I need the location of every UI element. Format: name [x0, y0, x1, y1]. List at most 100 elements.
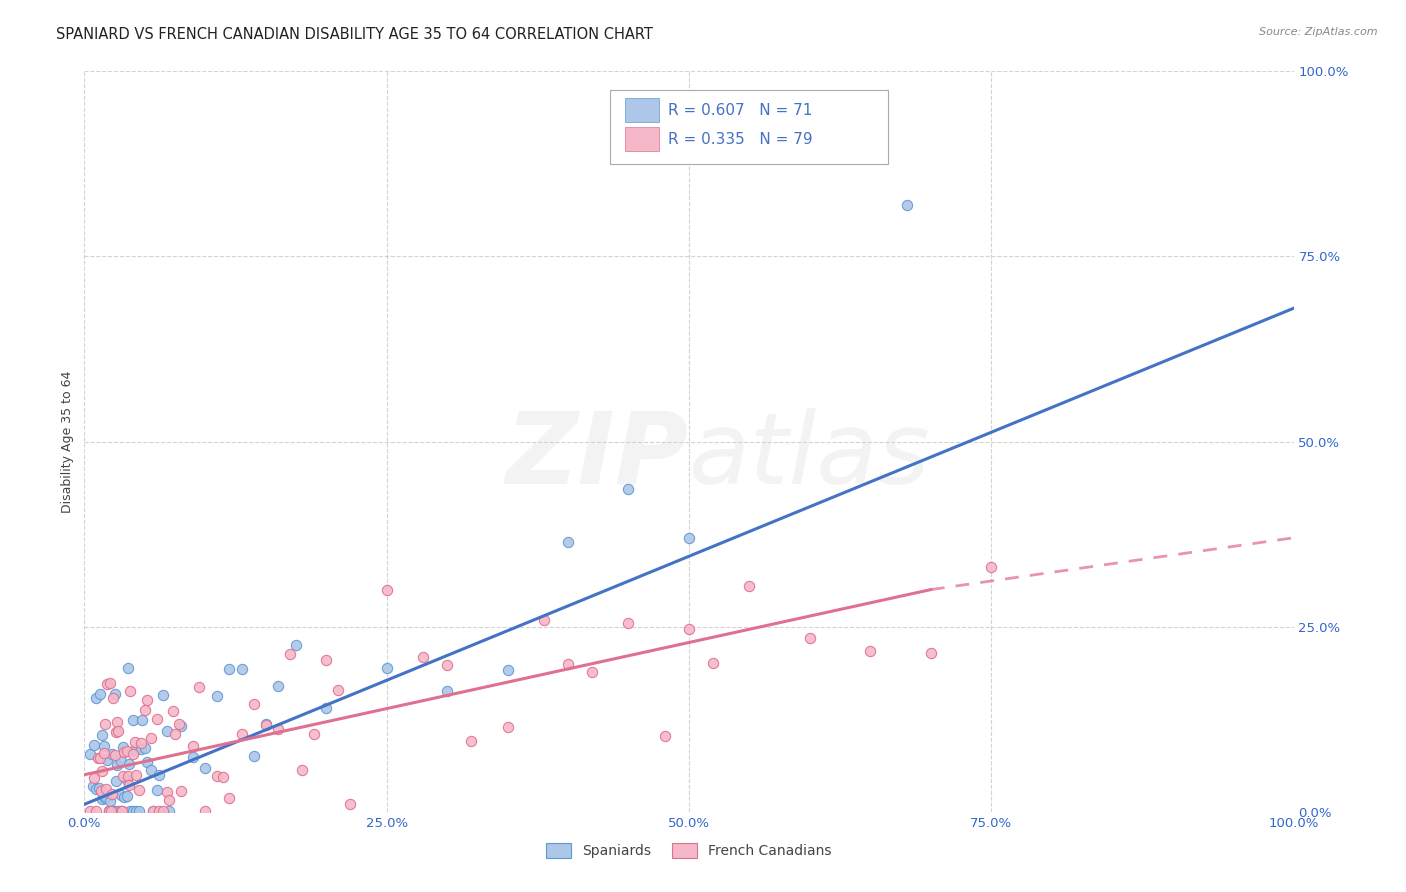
Point	[94, 790, 117, 805]
Point	[194, 761, 217, 775]
Point	[155, 785, 177, 799]
Point	[121, 713, 143, 727]
Point	[557, 657, 579, 672]
Point	[112, 745, 135, 759]
Point	[129, 736, 152, 750]
Point	[242, 749, 264, 764]
Point	[86, 782, 108, 797]
Point	[117, 769, 139, 783]
Point	[131, 713, 153, 727]
Point	[111, 804, 134, 818]
Point	[142, 804, 165, 818]
Point	[115, 789, 138, 803]
Y-axis label: Disability Age 35 to 64: Disability Age 35 to 64	[60, 370, 75, 513]
Point	[104, 773, 127, 788]
Point	[920, 646, 942, 660]
FancyBboxPatch shape	[610, 90, 889, 164]
Point	[104, 748, 127, 763]
Point	[533, 614, 555, 628]
Point	[218, 662, 240, 676]
Point	[557, 534, 579, 549]
Point	[86, 804, 108, 818]
Point	[97, 804, 120, 818]
Point	[302, 727, 325, 741]
Point	[83, 738, 105, 752]
Point	[155, 723, 177, 738]
Point	[254, 716, 277, 731]
Point	[136, 692, 159, 706]
Point	[115, 744, 138, 758]
Point	[148, 768, 170, 782]
Point	[128, 783, 150, 797]
Point	[139, 764, 162, 778]
Point	[91, 764, 114, 779]
Point	[97, 804, 120, 818]
Point	[87, 781, 110, 796]
Text: R = 0.335   N = 79: R = 0.335 N = 79	[668, 132, 813, 147]
Point	[207, 689, 229, 703]
Point	[94, 782, 117, 797]
Point	[124, 743, 146, 757]
Point	[654, 729, 676, 743]
Point	[678, 622, 700, 636]
Point	[110, 789, 132, 803]
Point	[157, 793, 180, 807]
Point	[82, 779, 104, 793]
Point	[118, 757, 141, 772]
Point	[167, 716, 190, 731]
Point	[121, 747, 143, 761]
Point	[112, 789, 135, 804]
Point	[100, 804, 122, 818]
Point	[79, 804, 101, 818]
Point	[152, 688, 174, 702]
Point	[375, 661, 398, 675]
Point	[436, 683, 458, 698]
Point	[115, 772, 138, 787]
Point	[97, 804, 120, 818]
Point	[134, 741, 156, 756]
Point	[165, 727, 187, 741]
Point	[188, 680, 211, 694]
Point	[617, 616, 640, 631]
Point	[89, 751, 111, 765]
Point	[105, 758, 128, 772]
Text: ZIP: ZIP	[506, 408, 689, 505]
Point	[157, 804, 180, 818]
Point	[96, 753, 118, 767]
Point	[129, 741, 152, 756]
Point	[124, 734, 146, 748]
Point	[93, 739, 115, 753]
Point	[89, 687, 111, 701]
Point	[98, 794, 121, 808]
Point	[121, 804, 143, 818]
Point	[375, 582, 398, 597]
Point	[103, 804, 125, 818]
Point	[142, 804, 165, 818]
Point	[110, 804, 132, 818]
Point	[181, 739, 204, 753]
Point	[231, 662, 253, 676]
Point	[496, 720, 519, 734]
Point	[110, 755, 132, 769]
Point	[267, 679, 290, 693]
Point	[254, 718, 277, 732]
Point	[101, 787, 124, 801]
Point	[96, 677, 118, 691]
Point	[91, 728, 114, 742]
Point	[91, 792, 114, 806]
Point	[738, 579, 761, 593]
Point	[581, 665, 603, 679]
Point	[231, 727, 253, 741]
FancyBboxPatch shape	[624, 127, 659, 151]
Point	[139, 731, 162, 746]
Point	[207, 769, 229, 783]
Point	[218, 791, 240, 805]
Point	[339, 797, 361, 812]
Point	[315, 653, 337, 667]
Point	[103, 691, 125, 706]
Point	[146, 712, 169, 726]
Point	[181, 750, 204, 764]
Point	[170, 718, 193, 732]
Point	[94, 790, 117, 805]
Point	[170, 784, 193, 798]
